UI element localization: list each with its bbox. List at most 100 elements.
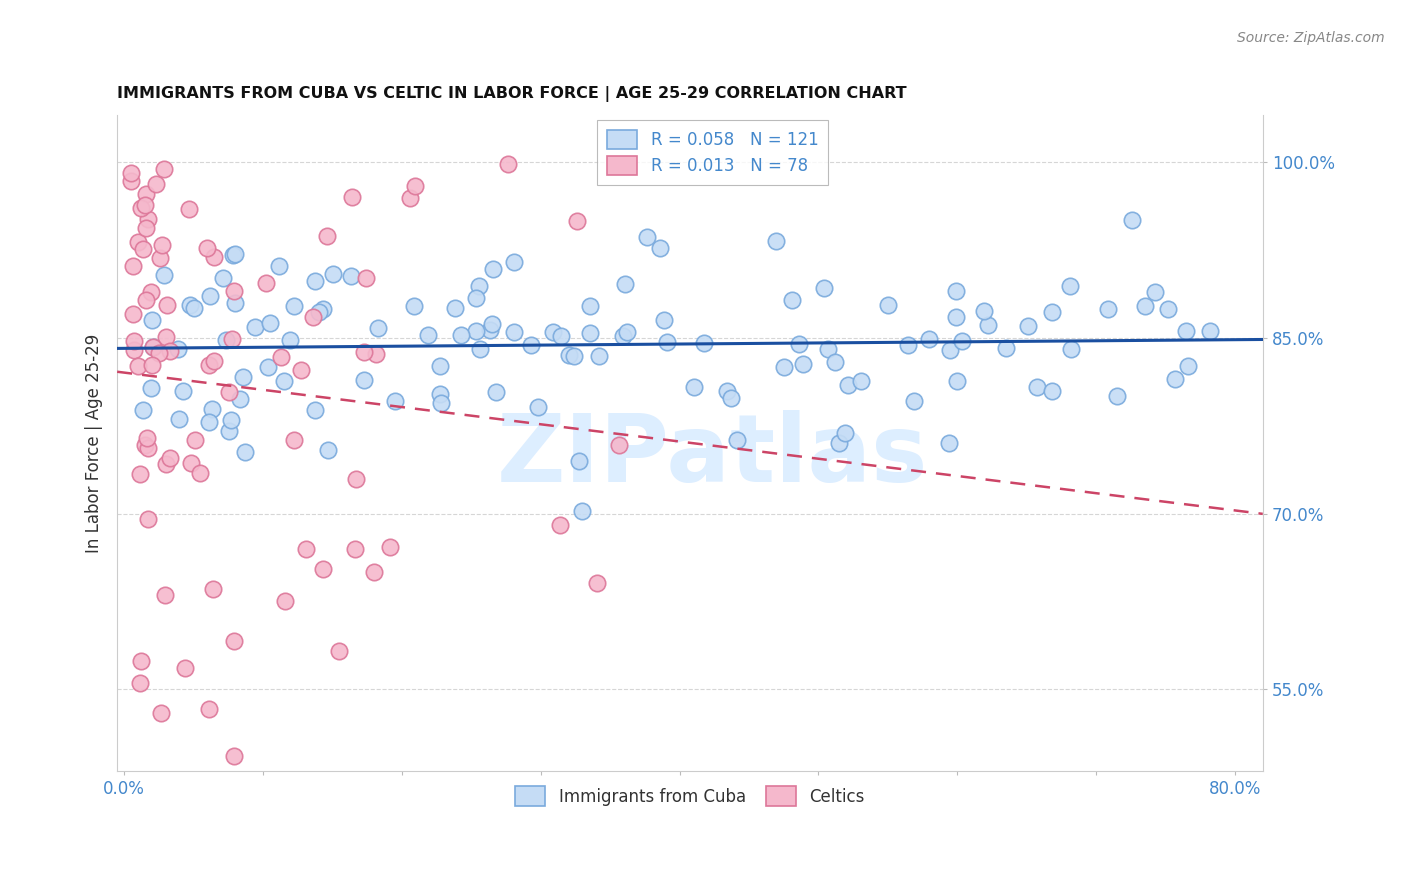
Point xyxy=(215,333,238,347)
Point xyxy=(636,230,658,244)
Point xyxy=(586,576,609,591)
Point xyxy=(813,281,835,295)
Point xyxy=(153,268,176,282)
Point xyxy=(316,228,339,243)
Point xyxy=(571,504,593,518)
Point xyxy=(120,174,142,188)
Point xyxy=(233,445,256,459)
Point xyxy=(616,326,638,340)
Point xyxy=(568,454,591,468)
Point xyxy=(155,330,177,344)
Point xyxy=(254,276,277,290)
Point xyxy=(183,301,205,315)
Point xyxy=(136,212,159,227)
Point xyxy=(148,346,170,360)
Point xyxy=(343,541,366,556)
Point xyxy=(259,316,281,330)
Point xyxy=(222,248,245,262)
Point xyxy=(135,186,157,201)
Point xyxy=(720,391,742,405)
Point xyxy=(270,350,292,364)
Point xyxy=(122,307,145,321)
Point xyxy=(363,566,385,580)
Point xyxy=(222,749,245,764)
Point xyxy=(725,434,748,448)
Point xyxy=(201,401,224,416)
Point xyxy=(135,221,157,235)
Point xyxy=(129,201,152,215)
Point xyxy=(142,340,165,354)
Point xyxy=(136,511,159,525)
Point xyxy=(129,675,152,690)
Point xyxy=(402,299,425,313)
Point xyxy=(149,252,172,266)
Point xyxy=(232,369,254,384)
Point xyxy=(127,359,149,373)
Point xyxy=(398,191,420,205)
Point xyxy=(429,359,451,373)
Point xyxy=(652,313,675,327)
Point xyxy=(973,303,995,318)
Point xyxy=(834,426,856,441)
Point xyxy=(765,234,787,248)
Point xyxy=(322,268,344,282)
Point xyxy=(308,305,330,319)
Point xyxy=(950,334,973,348)
Point xyxy=(198,701,221,715)
Point xyxy=(328,643,350,657)
Point xyxy=(478,322,501,336)
Point xyxy=(450,327,472,342)
Point xyxy=(1175,324,1198,338)
Point xyxy=(159,450,181,465)
Point xyxy=(464,325,486,339)
Point xyxy=(527,401,550,415)
Point xyxy=(257,360,280,375)
Point xyxy=(772,360,794,375)
Point xyxy=(567,214,589,228)
Point xyxy=(503,254,526,268)
Point xyxy=(145,177,167,191)
Point xyxy=(1105,389,1128,403)
Point xyxy=(1121,213,1143,227)
Point xyxy=(200,289,222,303)
Point xyxy=(404,178,426,193)
Point xyxy=(139,285,162,299)
Point xyxy=(224,247,246,261)
Text: ZIPatlas: ZIPatlas xyxy=(498,410,928,502)
Point xyxy=(136,441,159,455)
Point xyxy=(141,313,163,327)
Point xyxy=(283,434,305,448)
Point xyxy=(496,157,519,171)
Point xyxy=(150,237,173,252)
Legend: Immigrants from Cuba, Celtics: Immigrants from Cuba, Celtics xyxy=(509,780,872,813)
Point xyxy=(135,293,157,307)
Point xyxy=(429,386,451,401)
Point xyxy=(1198,324,1220,338)
Point xyxy=(938,343,960,358)
Point xyxy=(579,299,602,313)
Point xyxy=(224,296,246,310)
Point xyxy=(139,381,162,395)
Point xyxy=(195,241,218,255)
Point xyxy=(134,198,156,212)
Point xyxy=(278,333,301,347)
Point xyxy=(142,340,165,354)
Point xyxy=(172,384,194,399)
Point xyxy=(344,473,367,487)
Point xyxy=(122,260,145,274)
Point xyxy=(129,467,152,482)
Point xyxy=(367,321,389,335)
Point xyxy=(129,654,152,668)
Point xyxy=(548,517,571,532)
Point xyxy=(180,456,202,470)
Point xyxy=(976,318,998,332)
Point xyxy=(550,329,572,343)
Point xyxy=(1059,278,1081,293)
Point xyxy=(849,374,872,388)
Point xyxy=(312,562,335,576)
Point xyxy=(159,343,181,358)
Point xyxy=(780,293,803,308)
Point xyxy=(340,269,363,284)
Point xyxy=(304,403,326,417)
Point xyxy=(588,349,610,363)
